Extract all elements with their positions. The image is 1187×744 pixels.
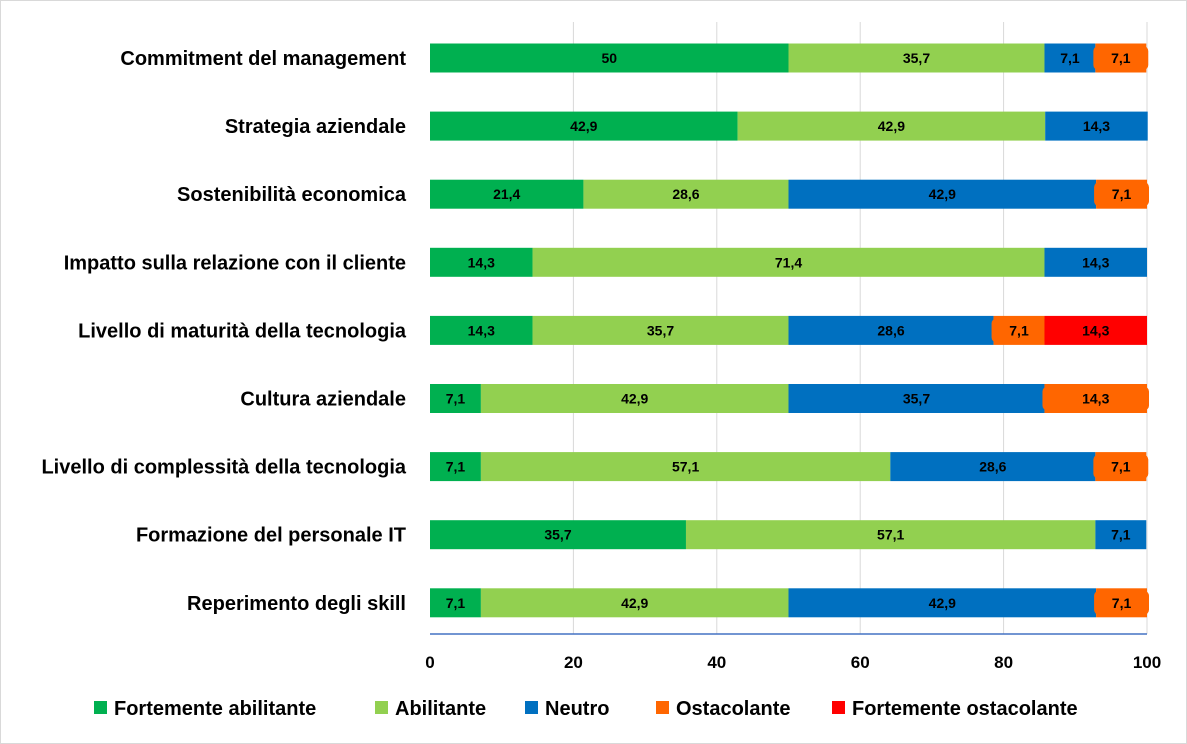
legend-label: Fortemente abilitante — [114, 698, 316, 720]
bar-segment-abilitante — [480, 384, 789, 413]
x-tick-label: 0 — [425, 653, 434, 672]
data-label: 35,7 — [647, 322, 674, 338]
data-label-box — [1042, 386, 1149, 411]
bar-segment-abilitante — [532, 247, 1045, 277]
legend-label: Ostacolante — [676, 698, 790, 720]
data-label: 7,1 — [1111, 50, 1131, 66]
x-tick-label: 20 — [564, 653, 583, 672]
bar-segment-abilitante — [480, 452, 891, 482]
bar-segment-neutro — [1095, 520, 1147, 550]
x-tick-label: 60 — [851, 653, 870, 672]
x-tick-label: 40 — [707, 653, 726, 672]
legend-swatch-fortemente-ostacolante — [832, 701, 845, 714]
bar-segment-neutro — [1045, 111, 1148, 141]
bar-segment-neutro — [788, 315, 994, 345]
bar-segment-fortemente-abilitante — [430, 384, 481, 413]
bar-segment-abilitante — [480, 588, 789, 618]
legend-swatch-fortemente-abilitante — [94, 701, 107, 714]
category-label: Impatto sulla relazione con il cliente — [64, 252, 406, 274]
data-label: 50 — [601, 50, 617, 66]
data-label: 7,1 — [1060, 50, 1080, 66]
bar-segment-fortemente-abilitante — [430, 179, 584, 209]
bar-segment-neutro — [788, 384, 1045, 413]
data-label: 57,1 — [877, 527, 904, 543]
data-label: 7,1 — [446, 459, 466, 475]
bar-segment-fortemente-ostacolante — [1044, 315, 1147, 345]
data-label-box — [1094, 590, 1149, 615]
category-label: Reperimento degli skill — [187, 593, 406, 615]
bar-segment-abilitante — [685, 520, 1096, 550]
data-label: 14,3 — [1082, 254, 1109, 270]
data-label: 7,1 — [1111, 459, 1131, 475]
legend-label: Abilitante — [395, 698, 486, 720]
legend-swatch-ostacolante — [656, 701, 669, 714]
data-label: 7,1 — [1112, 595, 1132, 611]
data-label: 28,6 — [877, 322, 904, 338]
data-label: 42,9 — [621, 391, 648, 407]
category-label: Formazione del personale IT — [136, 525, 406, 547]
data-label: 42,9 — [878, 118, 905, 134]
bar-segment-fortemente-abilitante — [430, 111, 738, 141]
data-label: 42,9 — [929, 595, 956, 611]
legend: Fortemente abilitante Abilitante Neutro Ost… — [94, 698, 1078, 720]
legend-swatch-abilitante — [375, 701, 388, 714]
data-label: 42,9 — [570, 118, 597, 134]
data-label: 14,3 — [468, 322, 495, 338]
data-label: 14,3 — [1082, 391, 1109, 407]
data-label-box — [1094, 182, 1149, 207]
bar-segment-abilitante — [583, 179, 789, 209]
data-label: 7,1 — [1112, 186, 1132, 202]
category-label: Strategia aziendale — [225, 116, 406, 138]
bar-segment-fortemente-abilitante — [430, 452, 481, 482]
data-label: 35,7 — [544, 527, 571, 543]
category-label: Cultura aziendale — [240, 389, 406, 411]
legend-swatch-neutro — [525, 701, 538, 714]
bar-segment-abilitante — [737, 111, 1046, 141]
data-label: 42,9 — [929, 186, 956, 202]
x-tick-label: 100 — [1133, 653, 1161, 672]
data-label: 35,7 — [903, 50, 930, 66]
x-axis: 0 20 40 60 80 100 — [425, 633, 1161, 672]
bar-segment-fortemente-abilitante — [430, 588, 481, 618]
data-label-box — [991, 318, 1047, 343]
data-label: 71,4 — [775, 254, 802, 270]
bar-segment-fortemente-abilitante — [430, 520, 686, 550]
legend-label: Fortemente ostacolante — [852, 698, 1078, 720]
legend-label: Neutro — [545, 698, 609, 720]
data-label: 14,3 — [1083, 118, 1110, 134]
data-label-box — [1093, 46, 1149, 70]
data-label: 7,1 — [446, 391, 466, 407]
bar-segment-fortemente-abilitante — [430, 247, 533, 277]
bar-segment-neutro — [788, 179, 1097, 209]
data-label: 7,1 — [1009, 322, 1029, 338]
data-label: 7,1 — [1111, 527, 1131, 543]
category-label: Livello di complessità della tecnologia — [41, 457, 406, 479]
data-label: 14,3 — [468, 254, 495, 270]
bars: 50 35,7 7,1 7,1 42,9 42,9 14,3 21,4 28,6 42,9 7,1 1… — [430, 43, 1149, 618]
data-label: 7,1 — [446, 595, 466, 611]
bar-segment-abilitante — [788, 43, 1045, 73]
bar-segment-fortemente-abilitante — [430, 315, 533, 345]
bar-segment-neutro — [788, 588, 1097, 618]
data-label: 35,7 — [903, 391, 930, 407]
bar-segment-neutro — [1044, 43, 1096, 73]
data-label: 57,1 — [672, 459, 699, 475]
x-tick-label: 80 — [994, 653, 1013, 672]
data-label-box — [1093, 454, 1149, 479]
bar-segment-fortemente-abilitante — [430, 43, 789, 73]
bar-segment-abilitante — [532, 315, 789, 345]
category-label: Commitment del management — [120, 48, 406, 70]
category-labels: Commitment del management Strategia azien… — [41, 48, 406, 615]
data-label: 28,6 — [672, 186, 699, 202]
data-label: 21,4 — [493, 186, 520, 202]
data-label: 42,9 — [621, 595, 648, 611]
category-label: Sostenibilità economica — [177, 184, 407, 206]
data-label: 28,6 — [979, 459, 1006, 475]
category-label: Livello di maturità della tecnologia — [78, 320, 407, 342]
bar-segment-neutro — [1044, 247, 1147, 277]
data-label: 14,3 — [1082, 322, 1109, 338]
bar-segment-neutro — [890, 452, 1096, 482]
